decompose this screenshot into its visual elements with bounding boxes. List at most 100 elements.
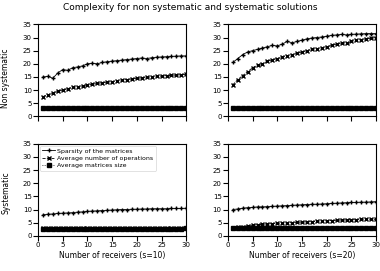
Sparsity of the matrices <box>65 69 70 72</box>
Average number of operations <box>46 226 50 230</box>
Sparsity of the matrices <box>270 44 275 47</box>
Average number of operations <box>250 224 255 227</box>
Average number of operations <box>115 226 119 230</box>
Average matrices size <box>90 107 95 110</box>
Average number of operations <box>275 222 280 225</box>
Sparsity of the matrices <box>159 55 164 59</box>
Average number of operations <box>354 218 359 221</box>
Sparsity of the matrices <box>65 211 70 215</box>
Sparsity of the matrices <box>260 46 265 50</box>
Average number of operations <box>285 221 290 225</box>
Sparsity of the matrices <box>364 32 369 35</box>
Average number of operations <box>369 37 374 40</box>
Average number of operations <box>280 221 285 225</box>
Average number of operations <box>290 53 294 56</box>
Average number of operations <box>65 87 70 90</box>
Average matrices size <box>130 228 134 231</box>
Average matrices size <box>320 107 324 110</box>
Average number of operations <box>174 226 179 230</box>
Average matrices size <box>55 228 60 231</box>
Average matrices size <box>260 226 265 230</box>
Average matrices size <box>285 226 290 230</box>
Sparsity of the matrices <box>339 201 344 205</box>
Sparsity of the matrices <box>154 207 159 210</box>
Sparsity of the matrices <box>334 202 339 205</box>
Sparsity of the matrices <box>105 60 109 63</box>
Average matrices size <box>290 226 294 230</box>
Sparsity of the matrices <box>90 209 95 213</box>
X-axis label: Number of receivers (s=20): Number of receivers (s=20) <box>249 251 355 260</box>
Sparsity of the matrices <box>130 208 134 211</box>
Average number of operations <box>75 85 80 89</box>
Average matrices size <box>65 228 70 231</box>
Sparsity of the matrices <box>46 213 50 216</box>
Average number of operations <box>144 226 149 230</box>
Average number of operations <box>236 226 240 229</box>
Average matrices size <box>95 107 100 110</box>
Sparsity of the matrices <box>245 50 250 54</box>
Average matrices size <box>374 226 378 230</box>
Sparsity of the matrices <box>120 59 124 62</box>
Sparsity of the matrices <box>280 204 285 208</box>
Sparsity of the matrices <box>369 32 374 35</box>
Average matrices size <box>169 228 174 231</box>
Average number of operations <box>334 43 339 46</box>
Average number of operations <box>320 220 324 223</box>
Average number of operations <box>110 80 114 83</box>
Line: Average number of operations: Average number of operations <box>41 226 188 230</box>
Sparsity of the matrices <box>55 71 60 75</box>
Average number of operations <box>329 219 334 222</box>
Average number of operations <box>179 73 184 76</box>
Sparsity of the matrices <box>149 207 154 210</box>
Average number of operations <box>290 221 294 224</box>
Sparsity of the matrices <box>265 205 270 208</box>
Average matrices size <box>110 228 114 231</box>
Average number of operations <box>245 70 250 73</box>
Average matrices size <box>46 107 50 110</box>
Average matrices size <box>46 228 50 231</box>
Average number of operations <box>80 226 85 230</box>
Average number of operations <box>245 224 250 227</box>
Average matrices size <box>105 228 109 231</box>
Sparsity of the matrices <box>310 36 314 40</box>
Average number of operations <box>130 78 134 81</box>
Average matrices size <box>236 226 240 230</box>
Line: Average matrices size: Average matrices size <box>231 107 378 110</box>
Text: Non systematic: Non systematic <box>1 49 10 108</box>
Average matrices size <box>344 107 349 110</box>
Average matrices size <box>125 107 129 110</box>
Sparsity of the matrices <box>51 77 55 80</box>
Average number of operations <box>139 226 144 230</box>
Average matrices size <box>250 107 255 110</box>
Average matrices size <box>149 228 154 231</box>
Average number of operations <box>75 226 80 230</box>
Average matrices size <box>120 228 124 231</box>
Sparsity of the matrices <box>90 62 95 65</box>
Average matrices size <box>280 226 285 230</box>
Average number of operations <box>364 37 369 40</box>
Average number of operations <box>270 222 275 225</box>
Average number of operations <box>295 221 299 224</box>
Average number of operations <box>359 38 364 41</box>
Average matrices size <box>164 107 169 110</box>
Average matrices size <box>305 107 309 110</box>
Sparsity of the matrices <box>154 56 159 59</box>
Average matrices size <box>144 107 149 110</box>
Average matrices size <box>241 107 245 110</box>
Average number of operations <box>169 74 174 77</box>
Average number of operations <box>280 56 285 59</box>
Average number of operations <box>265 222 270 225</box>
Sparsity of the matrices <box>135 208 139 211</box>
Sparsity of the matrices <box>236 207 240 211</box>
Average number of operations <box>85 83 90 86</box>
Average matrices size <box>295 107 299 110</box>
Text: Systematic: Systematic <box>1 171 10 214</box>
Average number of operations <box>60 88 65 92</box>
Sparsity of the matrices <box>305 203 309 206</box>
Average number of operations <box>135 77 139 80</box>
Average matrices size <box>334 226 339 230</box>
Average number of operations <box>339 218 344 222</box>
Average number of operations <box>260 222 265 226</box>
Sparsity of the matrices <box>174 54 179 58</box>
Sparsity of the matrices <box>125 208 129 211</box>
